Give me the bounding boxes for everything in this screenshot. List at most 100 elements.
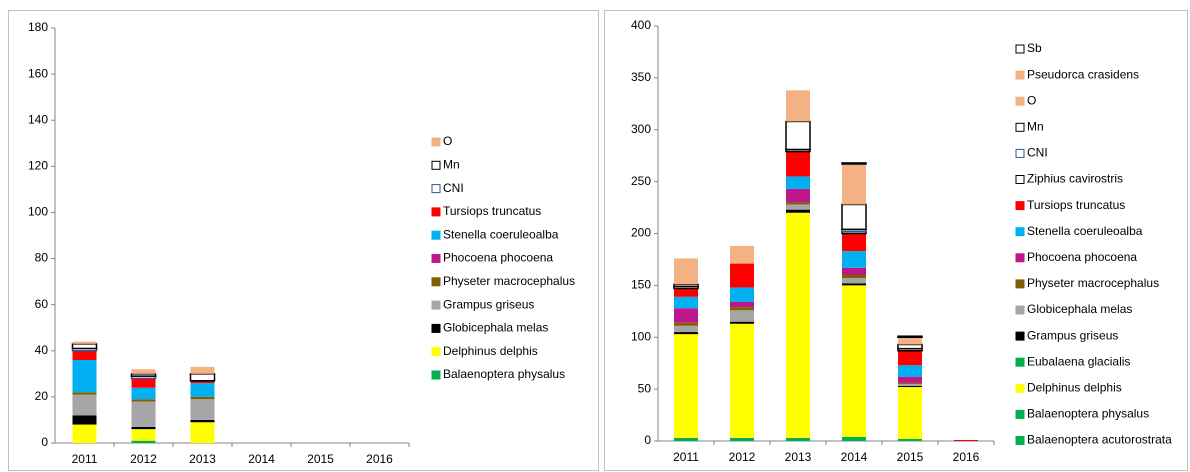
y-tick-label: 60 xyxy=(35,297,49,311)
bar-segment xyxy=(730,245,754,264)
bar-segment xyxy=(673,283,699,288)
bar-segment xyxy=(131,387,156,400)
bar-segment xyxy=(785,120,811,151)
legend-label: Phocoena phocoena xyxy=(443,251,553,265)
bar-segment xyxy=(71,343,98,350)
legend-label: Grampus griseus xyxy=(1027,328,1118,342)
bar-segment xyxy=(786,212,810,438)
bar-segment xyxy=(674,288,698,297)
bar-segment xyxy=(730,263,754,288)
legend-label: Globicephala melas xyxy=(443,321,548,335)
legend-label: Balaenoptera physalus xyxy=(443,367,565,381)
bar-segment xyxy=(72,392,97,395)
bar-segment xyxy=(131,399,156,402)
bar-segment xyxy=(674,296,698,309)
legend-swatch xyxy=(1015,44,1025,54)
bar-segment xyxy=(674,308,698,323)
legend-label: Stenella coeruleoalba xyxy=(1027,224,1143,238)
legend-label: CNI xyxy=(443,181,464,195)
bar-segment xyxy=(131,440,156,443)
legend-label: Grampus griseus xyxy=(443,297,534,311)
bar-segment xyxy=(842,275,866,279)
y-tick-label: 180 xyxy=(28,20,48,34)
bar-segment xyxy=(842,267,866,275)
bar-segment xyxy=(190,383,215,397)
legend-label: Mn xyxy=(1027,119,1044,133)
bar-segment xyxy=(131,426,156,430)
y-tick-label: 150 xyxy=(631,278,651,292)
legend-label: Sb xyxy=(1027,41,1042,55)
legend-swatch xyxy=(1015,201,1025,211)
bar-segment xyxy=(897,343,923,350)
bar-segment xyxy=(131,401,156,427)
legend-swatch xyxy=(1015,175,1025,184)
x-tick-label: 2013 xyxy=(189,452,216,466)
legend-label: Stenella coeruleoalba xyxy=(443,227,559,241)
legend-label: Globicephala melas xyxy=(1027,302,1132,316)
bar-segment xyxy=(730,301,754,308)
chart-frame xyxy=(8,10,599,471)
legend-label: Balaenoptera physalus xyxy=(1027,407,1149,421)
bar-segment xyxy=(898,350,922,366)
legend-swatch xyxy=(1015,305,1025,315)
bar-segment xyxy=(730,323,754,438)
legend-label: Phocoena phocoena xyxy=(1027,250,1137,264)
legend-label: O xyxy=(443,134,452,148)
x-tick-label: 2013 xyxy=(785,450,812,464)
bar-segment xyxy=(898,438,922,441)
bar-segment xyxy=(897,335,923,338)
bar-segment xyxy=(842,251,866,268)
bar-segment xyxy=(842,233,866,252)
bar-segment xyxy=(190,380,215,384)
bar-segment xyxy=(841,203,867,231)
legend-label: Mn xyxy=(443,157,460,171)
legend-swatch xyxy=(1015,357,1025,367)
legend-swatch xyxy=(1015,331,1025,341)
bar-segment xyxy=(190,366,215,374)
x-tick-label: 2015 xyxy=(307,452,334,466)
bar-segment xyxy=(842,283,866,286)
y-tick-label: 200 xyxy=(631,226,651,240)
bar-segment xyxy=(130,373,157,377)
legend-swatch xyxy=(431,347,441,357)
bar-segment xyxy=(674,437,698,441)
legend-swatch xyxy=(431,184,441,194)
bar-segment xyxy=(842,163,866,205)
bar-segment xyxy=(898,386,922,388)
bar-segment xyxy=(674,325,698,333)
bar-segment xyxy=(786,209,810,213)
legend-swatch xyxy=(1015,70,1025,80)
chart-frame xyxy=(604,10,1188,471)
legend-swatch xyxy=(1015,436,1025,445)
y-tick-label: 300 xyxy=(631,122,651,136)
legend-swatch xyxy=(1015,383,1025,393)
y-tick-label: 0 xyxy=(644,433,651,447)
bar-segment xyxy=(72,360,97,393)
legend-swatch xyxy=(431,160,441,170)
bar-segment xyxy=(841,162,867,165)
legend-label: Eubalaena glacialis xyxy=(1027,354,1130,368)
y-tick-label: 50 xyxy=(638,381,652,395)
x-tick-label: 2015 xyxy=(897,450,924,464)
legend-label: Physeter macrocephalus xyxy=(443,274,575,288)
bar-segment xyxy=(730,321,754,324)
legend-label: Pseudorca crasidens xyxy=(1027,67,1139,81)
bar-segment xyxy=(842,278,866,284)
legend-swatch xyxy=(431,370,441,380)
y-tick-label: 140 xyxy=(28,112,48,126)
x-tick-label: 2011 xyxy=(673,450,699,464)
legend-label: Ziphius cavirostris xyxy=(1027,172,1123,186)
x-tick-label: 2016 xyxy=(953,450,980,464)
x-tick-label: 2016 xyxy=(366,452,393,466)
bar-segment xyxy=(72,394,97,416)
legend-label: Delphinus delphis xyxy=(1027,380,1122,394)
bar-segment xyxy=(898,376,922,383)
bar-segment xyxy=(674,258,698,285)
bar-segment xyxy=(190,399,215,420)
bar-segment xyxy=(898,383,922,387)
y-tick-label: 100 xyxy=(631,329,651,343)
bar-segment xyxy=(786,437,810,441)
y-tick-label: 350 xyxy=(631,70,651,84)
legend-label: Delphinus delphis xyxy=(443,344,538,358)
y-tick-label: 20 xyxy=(35,389,49,403)
